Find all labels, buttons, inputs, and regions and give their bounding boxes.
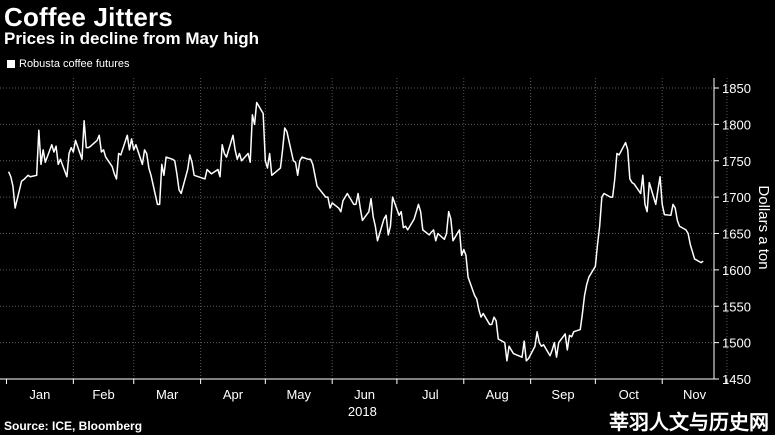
x-tick-label-aug: Aug xyxy=(486,387,509,402)
x-tick-label-oct: Oct xyxy=(619,387,640,402)
y-tick-label-1500: 1500 xyxy=(722,336,751,351)
y-tick-label-1550: 1550 xyxy=(722,299,751,314)
legend-swatch xyxy=(7,60,15,68)
x-tick-label-nov: Nov xyxy=(683,387,707,402)
x-tick-label-jul: Jul xyxy=(422,387,439,402)
series-line-robusta xyxy=(7,101,704,362)
x-tick-label-jun: Jun xyxy=(354,387,375,402)
y-tick-label-1700: 1700 xyxy=(722,190,751,205)
y-tick-label-1750: 1750 xyxy=(722,154,751,169)
x-tick-label-sep: Sep xyxy=(551,387,574,402)
y-tick-label-1450: 1450 xyxy=(722,372,751,387)
chart-title: Coffee Jitters xyxy=(4,2,173,32)
y-tick-label-1850: 1850 xyxy=(722,81,751,96)
x-tick-label-may: May xyxy=(286,387,311,402)
legend-label: Robusta coffee futures xyxy=(19,58,130,70)
x-tick-label-mar: Mar xyxy=(156,387,179,402)
legend: Robusta coffee futures xyxy=(7,58,129,70)
y-tick-label-1800: 1800 xyxy=(722,117,751,132)
x-tick-label-apr: Apr xyxy=(223,387,244,402)
x-tick-label-feb: Feb xyxy=(92,387,114,402)
watermark: 莘羽人文与历史网 xyxy=(609,410,769,434)
x-axis-label: 2018 xyxy=(348,404,377,419)
x-tick-label-jan: Jan xyxy=(29,387,50,402)
chart-subtitle: Prices in decline from May high xyxy=(4,29,260,48)
y-tick-label-1600: 1600 xyxy=(722,263,751,278)
source-note: Source: ICE, Bloomberg xyxy=(4,419,143,433)
y-tick-label-1650: 1650 xyxy=(722,227,751,242)
y-axis-label: Dollars a ton xyxy=(755,185,772,269)
